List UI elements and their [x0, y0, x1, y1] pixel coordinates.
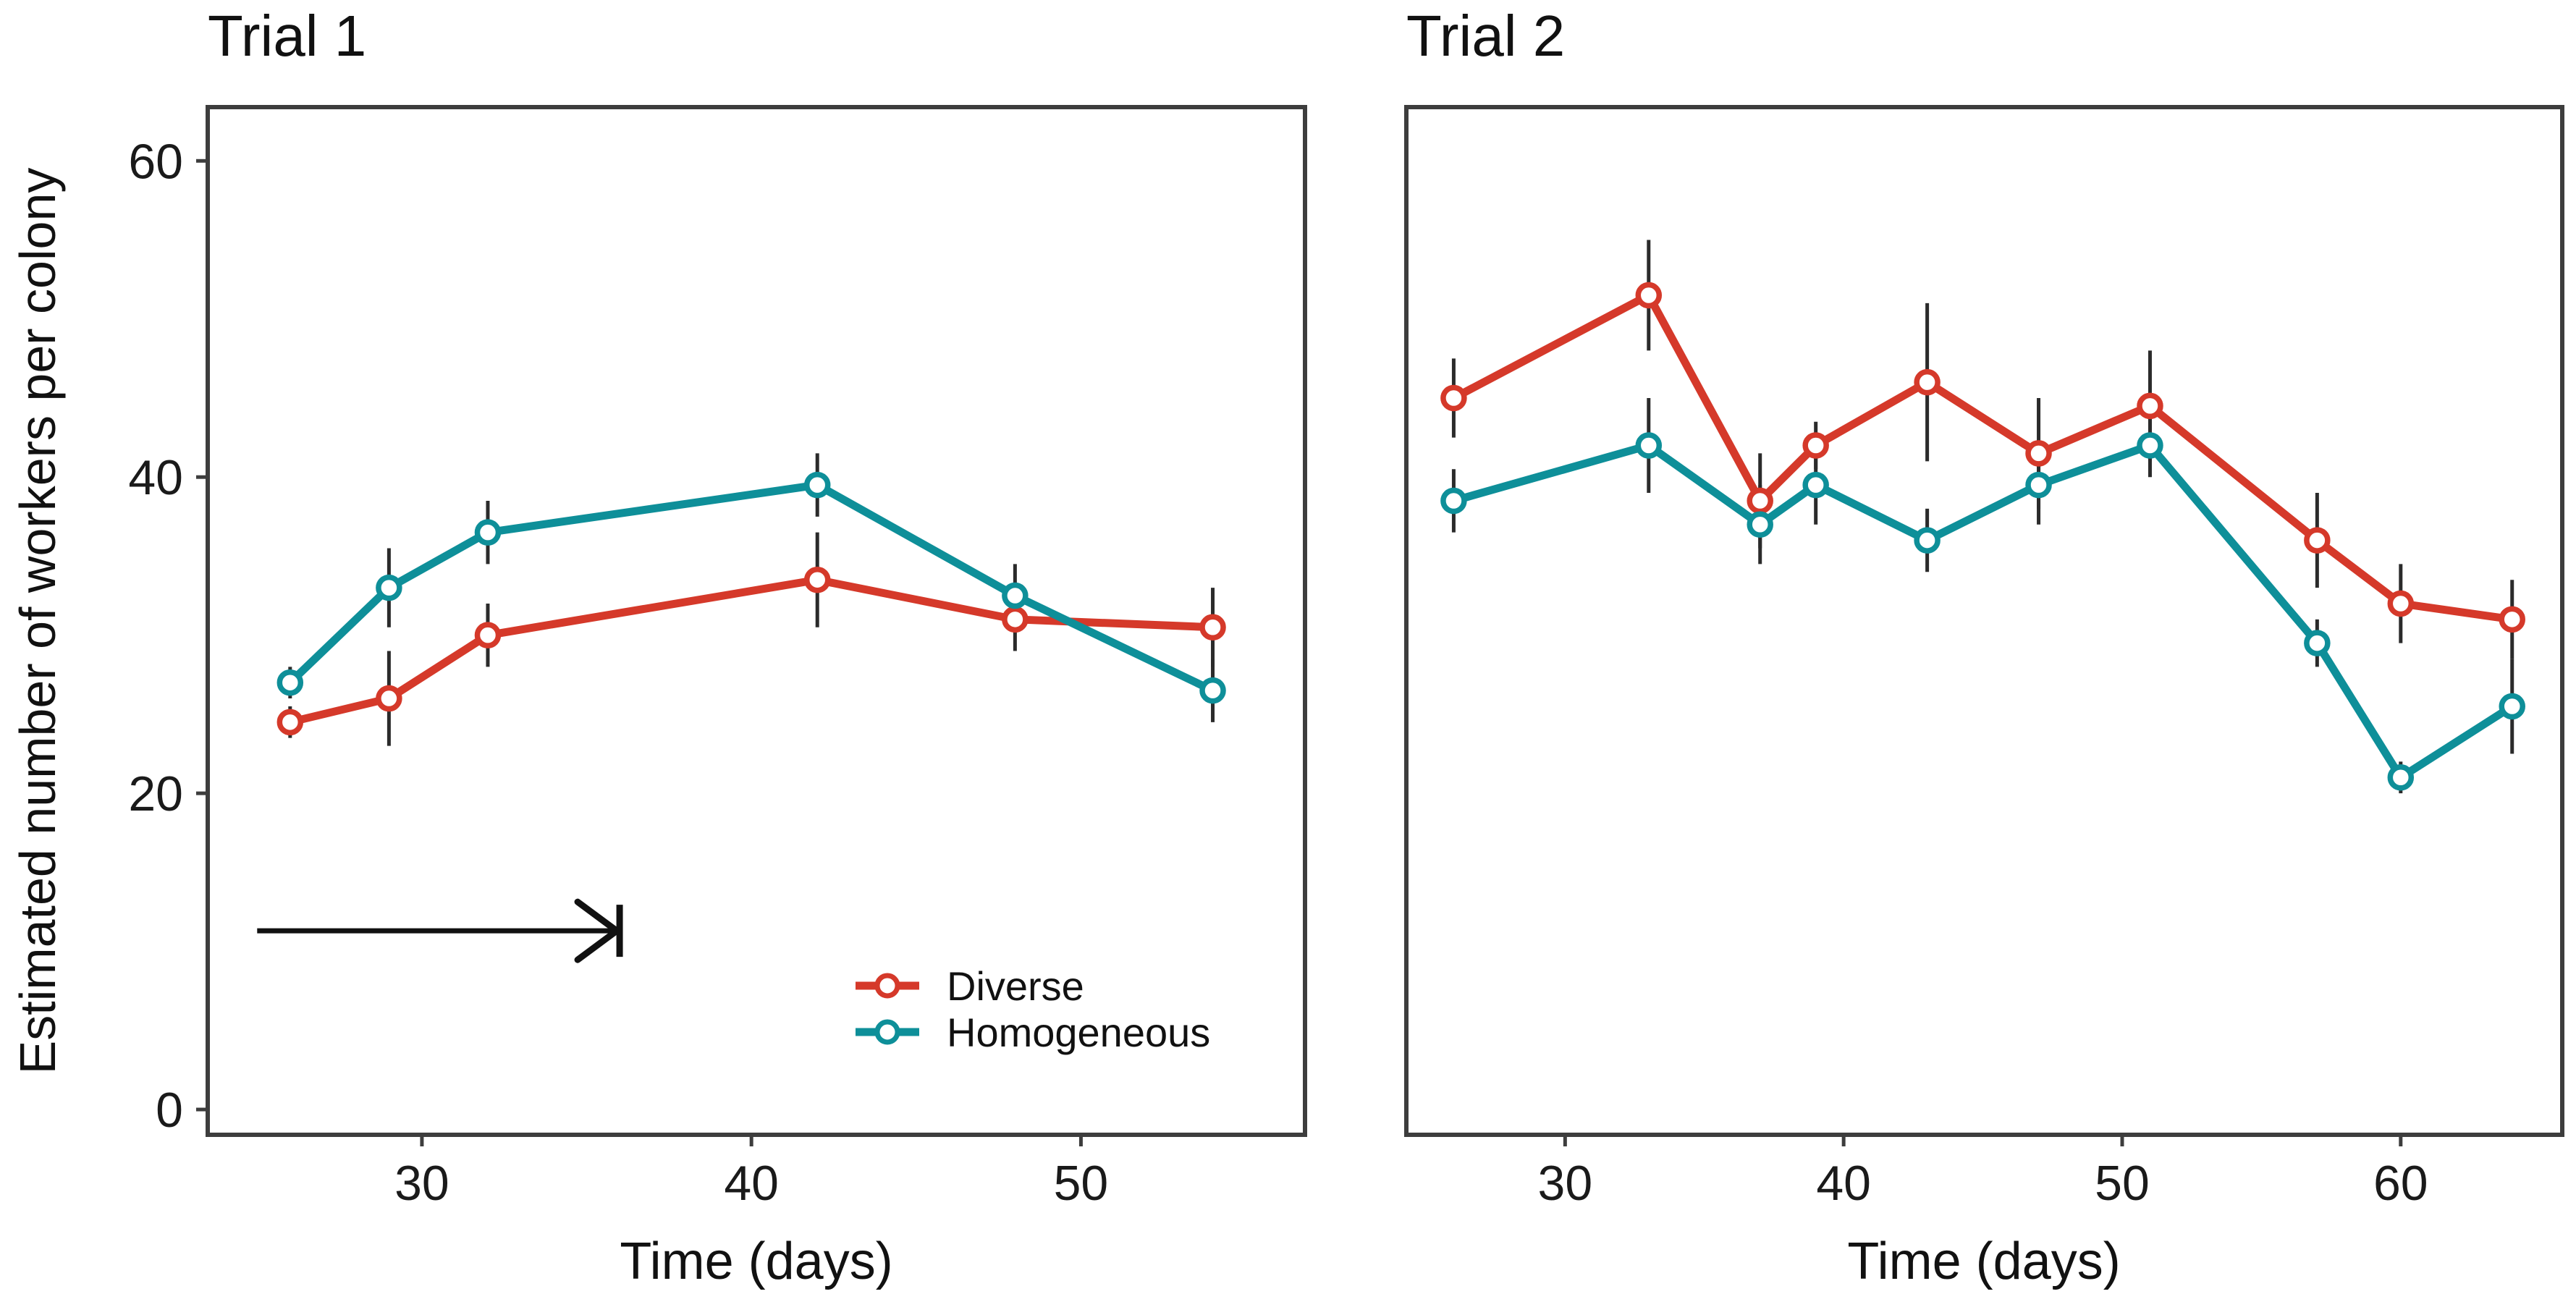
legend-label-diverse: Diverse	[947, 963, 1084, 1009]
data-point-diverse	[1440, 384, 1467, 412]
panel1-border	[206, 105, 1307, 1137]
y-tick-label: 0	[156, 1083, 183, 1138]
data-point-homogeneous	[474, 519, 502, 546]
data-point-diverse	[474, 622, 502, 648]
legend-key-diverse-icon	[856, 973, 919, 999]
data-point-diverse	[1747, 487, 1773, 515]
data-point-diverse	[2387, 590, 2415, 617]
data-point-diverse	[2499, 606, 2525, 633]
data-point-diverse	[2137, 392, 2163, 420]
data-point-homogeneous	[2025, 471, 2052, 499]
legend-label-homogeneous: Homogeneous	[947, 1009, 1211, 1055]
y-tick-label: 60	[128, 134, 183, 189]
panel1-title: Trial 1	[208, 4, 367, 68]
data-point-diverse	[376, 685, 402, 712]
x-tick-label: 30	[394, 1156, 449, 1211]
data-point-homogeneous	[1440, 487, 1467, 515]
legend: Diverse Homogeneous	[853, 963, 1210, 1055]
panel2-title: Trial 2	[1406, 4, 1566, 68]
data-point-diverse	[2025, 440, 2052, 467]
x-tick-label: 40	[1816, 1156, 1871, 1211]
data-point-homogeneous	[2137, 432, 2163, 459]
x-tick-label: 30	[1538, 1156, 1593, 1211]
y-tick-label: 40	[128, 450, 183, 505]
legend-key-homogeneous-icon	[856, 1019, 919, 1045]
data-point-homogeneous	[2387, 764, 2415, 791]
data-point-homogeneous	[1802, 471, 1829, 499]
series-line-homogeneous	[287, 481, 1215, 695]
data-point-diverse	[1199, 614, 1226, 640]
data-point-diverse	[1802, 432, 1829, 459]
x-tick-label: 50	[2095, 1156, 2150, 1211]
legend-item-diverse: Diverse	[853, 963, 1210, 1009]
data-point-homogeneous	[2499, 693, 2525, 720]
data-point-homogeneous	[1002, 582, 1029, 609]
data-point-diverse	[276, 709, 304, 736]
series-line-diverse	[289, 575, 1213, 727]
data-point-diverse	[2304, 527, 2331, 554]
legend-item-homogeneous: Homogeneous	[853, 1009, 1210, 1055]
series-line-homogeneous	[1452, 441, 2514, 782]
data-point-homogeneous	[1199, 677, 1226, 704]
data-point-homogeneous	[1914, 527, 1941, 554]
data-point-diverse	[803, 566, 831, 593]
panel2-x-axis-label: Time (days)	[1847, 1232, 2121, 1290]
data-point-homogeneous	[376, 574, 402, 601]
data-point-homogeneous	[2304, 630, 2331, 656]
x-tick-label: 40	[724, 1156, 779, 1211]
series-line-diverse	[1451, 291, 2513, 624]
data-point-diverse	[1002, 606, 1029, 633]
x-tick-label: 60	[2373, 1156, 2428, 1211]
data-point-homogeneous	[1635, 432, 1663, 459]
data-point-diverse	[1635, 282, 1663, 309]
y-tick-label: 20	[128, 766, 183, 821]
panel1-x-axis-label: Time (days)	[620, 1232, 893, 1290]
data-point-homogeneous	[1747, 511, 1773, 538]
x-tick-label: 50	[1054, 1156, 1109, 1211]
data-point-homogeneous	[803, 471, 831, 499]
panel2-border	[1404, 105, 2564, 1137]
data-point-diverse	[1914, 368, 1941, 396]
data-point-homogeneous	[276, 669, 304, 696]
